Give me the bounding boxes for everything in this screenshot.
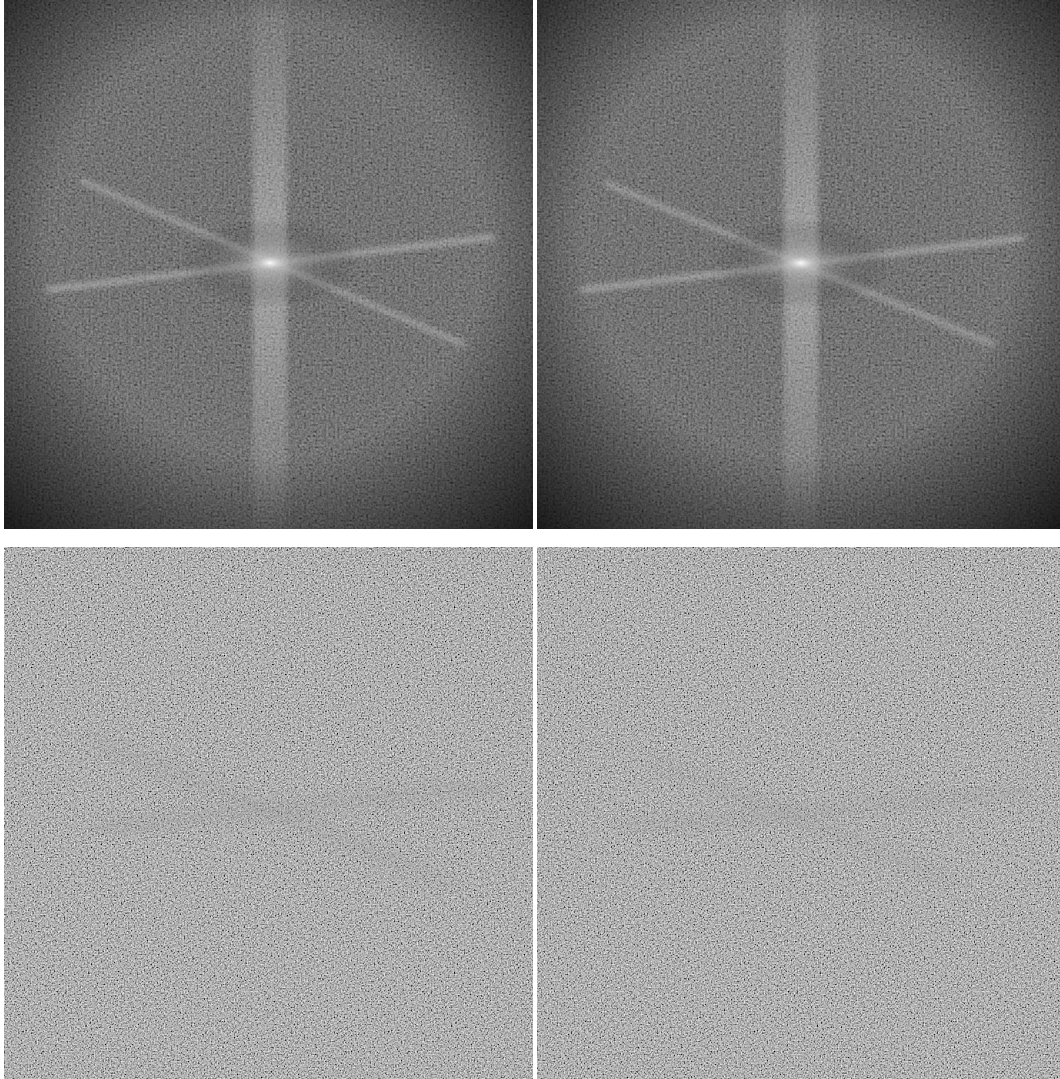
vignette bbox=[537, 0, 1060, 529]
page bbox=[0, 0, 1060, 1079]
magnitude-panel-left bbox=[4, 0, 533, 529]
magnitude-panel-right bbox=[537, 0, 1060, 529]
panel-grid bbox=[0, 0, 1060, 1079]
phase-panel-left bbox=[4, 547, 533, 1079]
phase-panel-right bbox=[537, 547, 1060, 1079]
vignette bbox=[4, 0, 533, 529]
